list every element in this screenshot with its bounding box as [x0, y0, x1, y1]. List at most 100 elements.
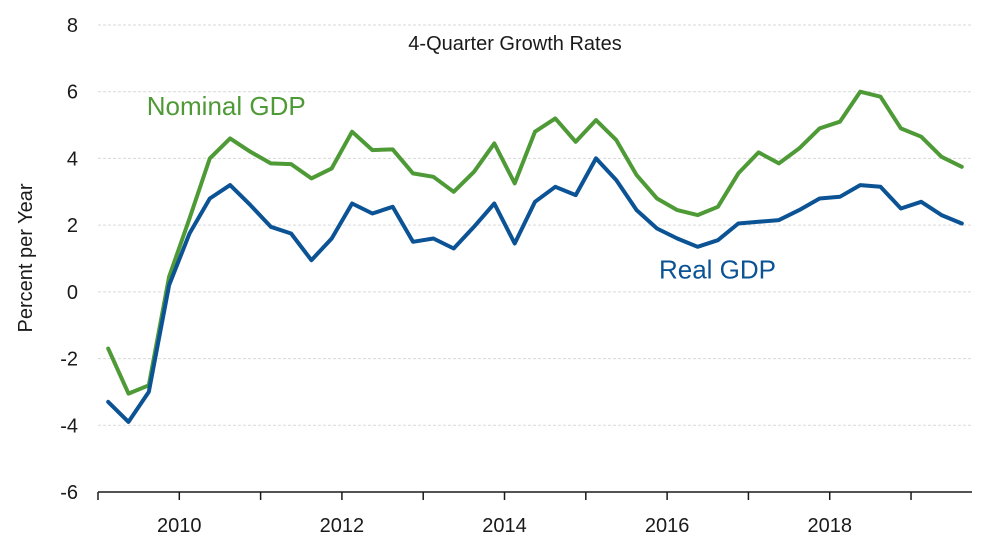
data-point-real-gdp — [553, 185, 557, 189]
data-point-real-gdp — [533, 200, 537, 204]
x-tick-label: 2016 — [645, 515, 690, 537]
data-point-real-gdp — [370, 211, 374, 215]
data-point-nominal-gdp — [350, 130, 354, 134]
data-point-nominal-gdp — [696, 213, 700, 217]
data-point-nominal-gdp — [919, 135, 923, 139]
data-point-nominal-gdp — [248, 150, 252, 154]
labels: -6 -4 -2 0 2 4 6 8 2010 2012 2014 2016 2018 Percent p… — [15, 15, 852, 537]
data-point-real-gdp — [777, 218, 781, 222]
data-point-nominal-gdp — [757, 150, 761, 154]
data-point-real-gdp — [858, 183, 862, 187]
data-point-real-gdp — [797, 208, 801, 212]
data-point-real-gdp — [452, 246, 456, 250]
data-point-real-gdp — [675, 236, 679, 240]
data-point-nominal-gdp — [208, 156, 212, 160]
y-tick-label: 8 — [67, 15, 78, 37]
data-point-nominal-gdp — [452, 190, 456, 194]
series-label-nominal-gdp: Nominal GDP — [147, 91, 306, 121]
data-point-nominal-gdp — [574, 140, 578, 144]
data-point-real-gdp — [574, 193, 578, 197]
data-point-real-gdp — [838, 195, 842, 199]
data-point-nominal-gdp — [391, 147, 395, 151]
series-label-real-gdp: Real GDP — [659, 255, 776, 285]
data-point-real-gdp — [818, 196, 822, 200]
data-point-real-gdp — [411, 240, 415, 244]
data-point-nominal-gdp — [472, 170, 476, 174]
data-point-nominal-gdp — [411, 171, 415, 175]
data-point-nominal-gdp — [655, 196, 659, 200]
data-point-real-gdp — [513, 241, 517, 245]
data-point-real-gdp — [940, 213, 944, 217]
data-point-real-gdp — [106, 400, 110, 404]
data-point-nominal-gdp — [797, 146, 801, 150]
data-point-nominal-gdp — [269, 161, 273, 165]
y-axis-label: Percent per Year — [15, 183, 37, 332]
x-tick-label: 2018 — [807, 515, 852, 537]
axes — [97, 491, 972, 500]
series-line-real-gdp — [106, 156, 964, 424]
data-point-real-gdp — [391, 205, 395, 209]
data-point-nominal-gdp — [838, 120, 842, 124]
data-point-nominal-gdp — [716, 205, 720, 209]
data-point-real-gdp — [350, 201, 354, 205]
y-tick-label: 0 — [67, 282, 78, 304]
data-point-real-gdp — [919, 200, 923, 204]
data-point-real-gdp — [269, 225, 273, 229]
data-point-nominal-gdp — [879, 95, 883, 99]
data-point-real-gdp — [208, 196, 212, 200]
data-point-nominal-gdp — [635, 173, 639, 177]
data-point-nominal-gdp — [431, 175, 435, 179]
data-point-real-gdp — [899, 206, 903, 210]
x-tick-label: 2012 — [320, 515, 365, 537]
data-point-nominal-gdp — [899, 126, 903, 130]
data-point-real-gdp — [492, 201, 496, 205]
data-point-real-gdp — [248, 203, 252, 207]
grid-lines — [98, 24, 972, 426]
data-point-real-gdp — [187, 231, 191, 235]
data-point-nominal-gdp — [858, 90, 862, 94]
data-point-nominal-gdp — [594, 118, 598, 122]
data-point-nominal-gdp — [126, 392, 130, 396]
data-point-real-gdp — [594, 156, 598, 160]
data-point-nominal-gdp — [533, 130, 537, 134]
data-point-real-gdp — [696, 245, 700, 249]
x-tick-label: 2014 — [482, 515, 527, 537]
data-point-real-gdp — [472, 225, 476, 229]
data-point-nominal-gdp — [370, 148, 374, 152]
data-point-real-gdp — [167, 283, 171, 287]
data-point-real-gdp — [228, 183, 232, 187]
data-point-nominal-gdp — [675, 208, 679, 212]
y-tick-label: 4 — [67, 148, 78, 170]
data-point-real-gdp — [736, 221, 740, 225]
data-point-real-gdp — [147, 390, 151, 394]
y-tick-label: -6 — [60, 482, 78, 504]
series-lines — [106, 89, 964, 424]
data-point-nominal-gdp — [553, 116, 557, 120]
data-point-real-gdp — [655, 226, 659, 230]
series-line-nominal-gdp — [106, 89, 964, 396]
chart-title: 4-Quarter Growth Rates — [408, 33, 621, 55]
y-tick-label: -4 — [60, 415, 78, 437]
data-point-nominal-gdp — [818, 126, 822, 130]
y-tick-label: 2 — [67, 215, 78, 237]
data-point-nominal-gdp — [777, 161, 781, 165]
data-point-real-gdp — [431, 236, 435, 240]
data-point-nominal-gdp — [228, 136, 232, 140]
data-point-nominal-gdp — [940, 155, 944, 159]
y-tick-label: -2 — [60, 349, 78, 371]
data-point-nominal-gdp — [736, 171, 740, 175]
data-point-real-gdp — [960, 221, 964, 225]
data-point-real-gdp — [289, 231, 293, 235]
data-point-real-gdp — [757, 220, 761, 224]
data-point-real-gdp — [716, 238, 720, 242]
data-point-real-gdp — [330, 236, 334, 240]
data-point-nominal-gdp — [960, 165, 964, 169]
y-tick-label: 6 — [67, 82, 78, 104]
data-point-real-gdp — [126, 420, 130, 424]
data-point-nominal-gdp — [106, 347, 110, 351]
data-point-real-gdp — [614, 178, 618, 182]
data-point-nominal-gdp — [330, 166, 334, 170]
data-point-real-gdp — [635, 208, 639, 212]
data-point-real-gdp — [309, 258, 313, 262]
